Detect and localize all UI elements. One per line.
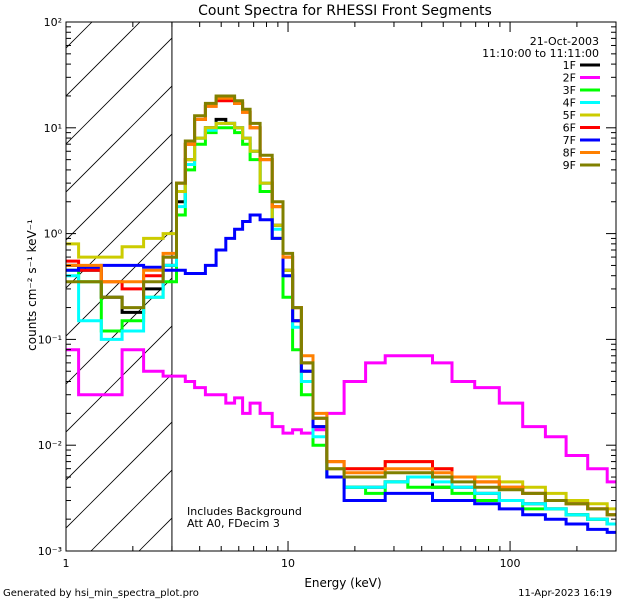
y-tick-label: 10⁰: [44, 228, 63, 241]
legend-label-9F: 9F: [563, 159, 576, 172]
shaded-region: [66, 22, 640, 551]
series-4F-line: [66, 121, 616, 526]
series-3F-line: [66, 126, 616, 526]
hatch-line: [475, 22, 640, 551]
x-tick-label: 10: [281, 557, 295, 570]
plot-frame: [65, 21, 617, 552]
legend-label-3F: 3F: [563, 84, 576, 97]
legend-label-1F: 1F: [563, 59, 576, 72]
series-9F-line: [66, 94, 616, 517]
footer-generated-by: Generated by hsi_min_spectra_plot.pro: [3, 588, 199, 599]
series-7F-line: [66, 213, 616, 534]
legend-label-6F: 6F: [563, 122, 576, 135]
series-6F-line: [66, 99, 616, 517]
annotation-background: Includes Background: [187, 505, 302, 518]
hatch-line: [619, 22, 640, 551]
legend-label-4F: 4F: [563, 97, 576, 110]
hatch-line: [66, 229, 172, 337]
hatch-line: [66, 421, 172, 529]
x-tick-label: 1: [63, 557, 70, 570]
x-axis-label: Energy (keV): [304, 576, 381, 590]
legend-label-2F: 2F: [563, 72, 576, 85]
x-tick-label: 100: [500, 557, 521, 570]
series-1F-line: [66, 117, 616, 526]
hatch-line: [66, 181, 172, 289]
hatch-line: [66, 37, 172, 145]
hatch-line: [66, 373, 172, 481]
annotation-attenuator: Att A0, FDecim 3: [187, 517, 280, 530]
legend-time-range: 11:10:00 to 11:11:00: [482, 47, 599, 60]
y-tick-label: 10²: [44, 16, 62, 29]
legend-label-5F: 5F: [563, 109, 576, 122]
hatch-lines: [66, 22, 640, 551]
y-tick-label: 10⁻²: [38, 439, 62, 452]
y-axis-label: counts cm⁻² s⁻¹ keV⁻¹: [25, 219, 39, 351]
series-8F-line: [66, 96, 616, 517]
y-tick-label: 10⁻¹: [38, 333, 62, 346]
axis-ticks: 1 10 100 10⁻³ 10⁻² 10⁻¹ 10⁰ 10¹ 10²: [38, 16, 617, 570]
hatch-line: [66, 85, 172, 193]
series-lines: [66, 94, 616, 534]
legend-label-7F: 7F: [563, 134, 576, 147]
legend-date: 21-Oct-2003: [530, 35, 599, 48]
chart-title: Count Spectra for RHESSI Front Segments: [198, 3, 492, 19]
series-2F-line: [66, 348, 616, 484]
y-tick-label: 10⁻³: [38, 545, 62, 558]
series-5F-line: [66, 121, 616, 511]
legend-label-8F: 8F: [563, 147, 576, 160]
hatch-line: [66, 22, 141, 97]
footer-timestamp: 11-Apr-2023 16:19: [518, 588, 612, 599]
y-tick-label: 10¹: [44, 122, 62, 135]
